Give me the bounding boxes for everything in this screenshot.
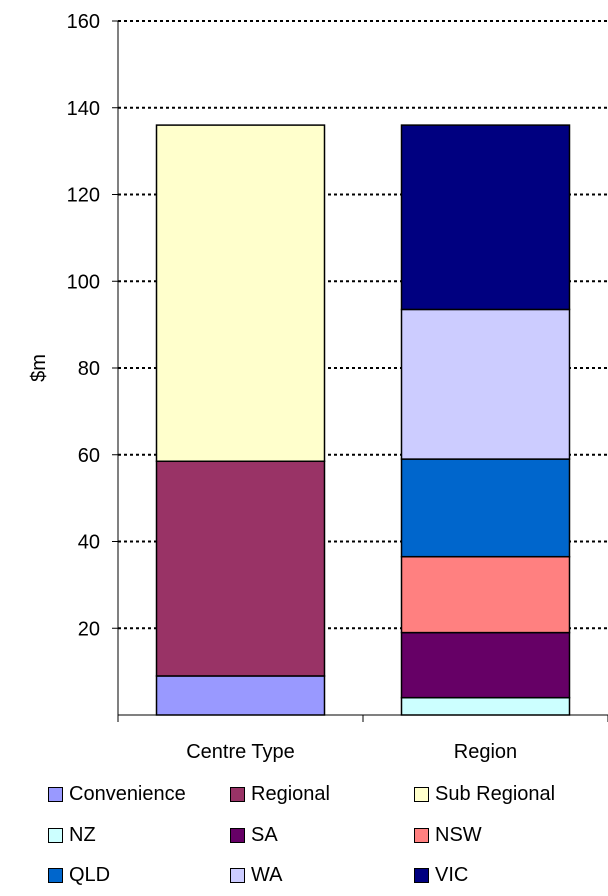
y-tick-label: 20	[78, 618, 100, 640]
y-axis-label: $m	[28, 354, 50, 382]
bar-segment-wa	[400, 308, 571, 460]
bar-segment-nz	[400, 696, 571, 716]
x-tick-label: Centre Type	[186, 741, 295, 763]
y-tick-label: 140	[67, 98, 100, 120]
y-tick-label: 160	[67, 11, 100, 33]
bars	[155, 124, 571, 716]
bar-segment-nsw	[400, 555, 571, 634]
bar-segment-sub-regional	[155, 124, 326, 463]
y-tick-label: 80	[78, 358, 100, 380]
y-tick-label: 40	[78, 532, 100, 554]
y-tick-label: 120	[67, 185, 100, 207]
tick-labels: 20 40 60 80 100 120 140 160 Centre Type Region	[67, 11, 518, 763]
x-tick-label: Region	[454, 741, 517, 763]
bar-segment-sa	[400, 631, 571, 699]
bar-segment-qld	[400, 458, 571, 558]
y-tick-label: 100	[67, 271, 100, 293]
bar-segment-regional	[155, 460, 326, 677]
y-tick-label: 60	[78, 445, 100, 467]
bar-segment-vic	[400, 124, 571, 311]
bar-segment-convenience	[155, 675, 326, 716]
